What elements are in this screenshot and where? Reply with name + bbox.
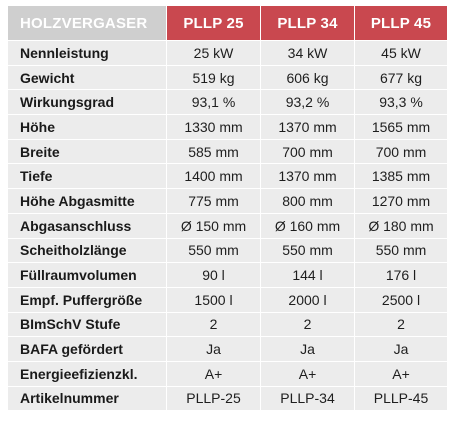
table-cell: PLLP-34: [260, 385, 355, 412]
model-header-pllp-25: PLLP 25: [166, 5, 261, 41]
row-label: Höhe: [7, 114, 167, 140]
table-header-row: HOLZVERGASER PLLP 25 PLLP 34 PLLP 45: [7, 5, 448, 41]
table-cell: PLLP-25: [166, 385, 261, 412]
table-cell: 93,1 %: [166, 89, 261, 116]
spec-table: HOLZVERGASER PLLP 25 PLLP 34 PLLP 45 Nen…: [7, 5, 448, 412]
table-cell: 25 kW: [166, 40, 261, 66]
table-row: BAFA gefördert Ja Ja Ja: [7, 336, 448, 362]
table-row: Empf. Puffergröße 1500 l 2000 l 2500 l: [7, 286, 448, 313]
label-column-header: HOLZVERGASER: [7, 5, 167, 41]
row-label: Scheitholzlänge: [7, 237, 167, 264]
table-cell: 1400 mm: [166, 163, 261, 190]
table-row: Höhe 1330 mm 1370 mm 1565 mm: [7, 114, 448, 140]
table-cell: 144 l: [260, 262, 355, 288]
table-cell: 585 mm: [166, 138, 261, 165]
table-cell: 176 l: [354, 262, 448, 288]
row-label: Nennleistung: [7, 40, 167, 66]
table-cell: 606 kg: [260, 64, 355, 91]
table-cell: Ø 160 mm: [260, 212, 355, 239]
table-cell: Ja: [354, 336, 448, 362]
table-cell: 1385 mm: [354, 163, 448, 190]
table-cell: 45 kW: [354, 40, 448, 66]
table-cell: A+: [354, 360, 448, 387]
table-cell: 34 kW: [260, 40, 355, 66]
row-label: BAFA gefördert: [7, 336, 167, 362]
table-cell: 550 mm: [260, 237, 355, 264]
table-cell: 775 mm: [166, 188, 261, 214]
table-cell: 2: [354, 311, 448, 338]
row-label: BImSchV Stufe: [7, 311, 167, 338]
table-cell: 2500 l: [354, 286, 448, 313]
model-header-pllp-34: PLLP 34: [260, 5, 355, 41]
table-row: Tiefe 1400 mm 1370 mm 1385 mm: [7, 163, 448, 190]
table-cell: 1270 mm: [354, 188, 448, 214]
table-cell: Ja: [260, 336, 355, 362]
table-cell: 800 mm: [260, 188, 355, 214]
row-label: Breite: [7, 138, 167, 165]
row-label: Tiefe: [7, 163, 167, 190]
table-row: Abgasanschluss Ø 150 mm Ø 160 mm Ø 180 mm: [7, 212, 448, 239]
table-row: Gewicht 519 kg 606 kg 677 kg: [7, 64, 448, 91]
table-cell: 700 mm: [354, 138, 448, 165]
table-cell: 1500 l: [166, 286, 261, 313]
table-row: Scheitholzlänge 550 mm 550 mm 550 mm: [7, 237, 448, 264]
row-label: Wirkungsgrad: [7, 89, 167, 116]
table-cell: 519 kg: [166, 64, 261, 91]
table-cell: A+: [166, 360, 261, 387]
table-cell: 550 mm: [354, 237, 448, 264]
table-row: Höhe Abgasmitte 775 mm 800 mm 1270 mm: [7, 188, 448, 214]
table-row: Energieefizienzkl. A+ A+ A+: [7, 360, 448, 387]
spec-table-body: Nennleistung 25 kW 34 kW 45 kW Gewicht 519 kg…: [7, 40, 448, 412]
table-row: Nennleistung 25 kW 34 kW 45 kW: [7, 40, 448, 66]
table-cell: 90 l: [166, 262, 261, 288]
table-cell: 93,2 %: [260, 89, 355, 116]
table-row: BImSchV Stufe 2 2 2: [7, 311, 448, 338]
table-cell: 93,3 %: [354, 89, 448, 116]
table-cell: PLLP-45: [354, 385, 448, 412]
table-cell: 700 mm: [260, 138, 355, 165]
row-label: Energieefizienzkl.: [7, 360, 167, 387]
table-cell: 677 kg: [354, 64, 448, 91]
row-label: Abgasanschluss: [7, 212, 167, 239]
row-label: Gewicht: [7, 64, 167, 91]
model-header-pllp-45: PLLP 45: [354, 5, 448, 41]
table-row: Füllraumvolumen 90 l 144 l 176 l: [7, 262, 448, 288]
table-row: Wirkungsgrad 93,1 % 93,2 % 93,3 %: [7, 89, 448, 116]
row-label: Empf. Puffergröße: [7, 286, 167, 313]
table-row: Breite 585 mm 700 mm 700 mm: [7, 138, 448, 165]
row-label: Artikelnummer: [7, 385, 167, 412]
row-label: Füllraumvolumen: [7, 262, 167, 288]
table-row: Artikelnummer PLLP-25 PLLP-34 PLLP-45: [7, 385, 448, 412]
table-cell: 2000 l: [260, 286, 355, 313]
table-cell: 2: [260, 311, 355, 338]
table-cell: 1330 mm: [166, 114, 261, 140]
table-cell: Ø 150 mm: [166, 212, 261, 239]
table-cell: 550 mm: [166, 237, 261, 264]
table-cell: 1565 mm: [354, 114, 448, 140]
table-cell: 1370 mm: [260, 114, 355, 140]
row-label: Höhe Abgasmitte: [7, 188, 167, 214]
table-cell: 2: [166, 311, 261, 338]
table-cell: Ø 180 mm: [354, 212, 448, 239]
table-cell: 1370 mm: [260, 163, 355, 190]
table-cell: Ja: [166, 336, 261, 362]
table-cell: A+: [260, 360, 355, 387]
